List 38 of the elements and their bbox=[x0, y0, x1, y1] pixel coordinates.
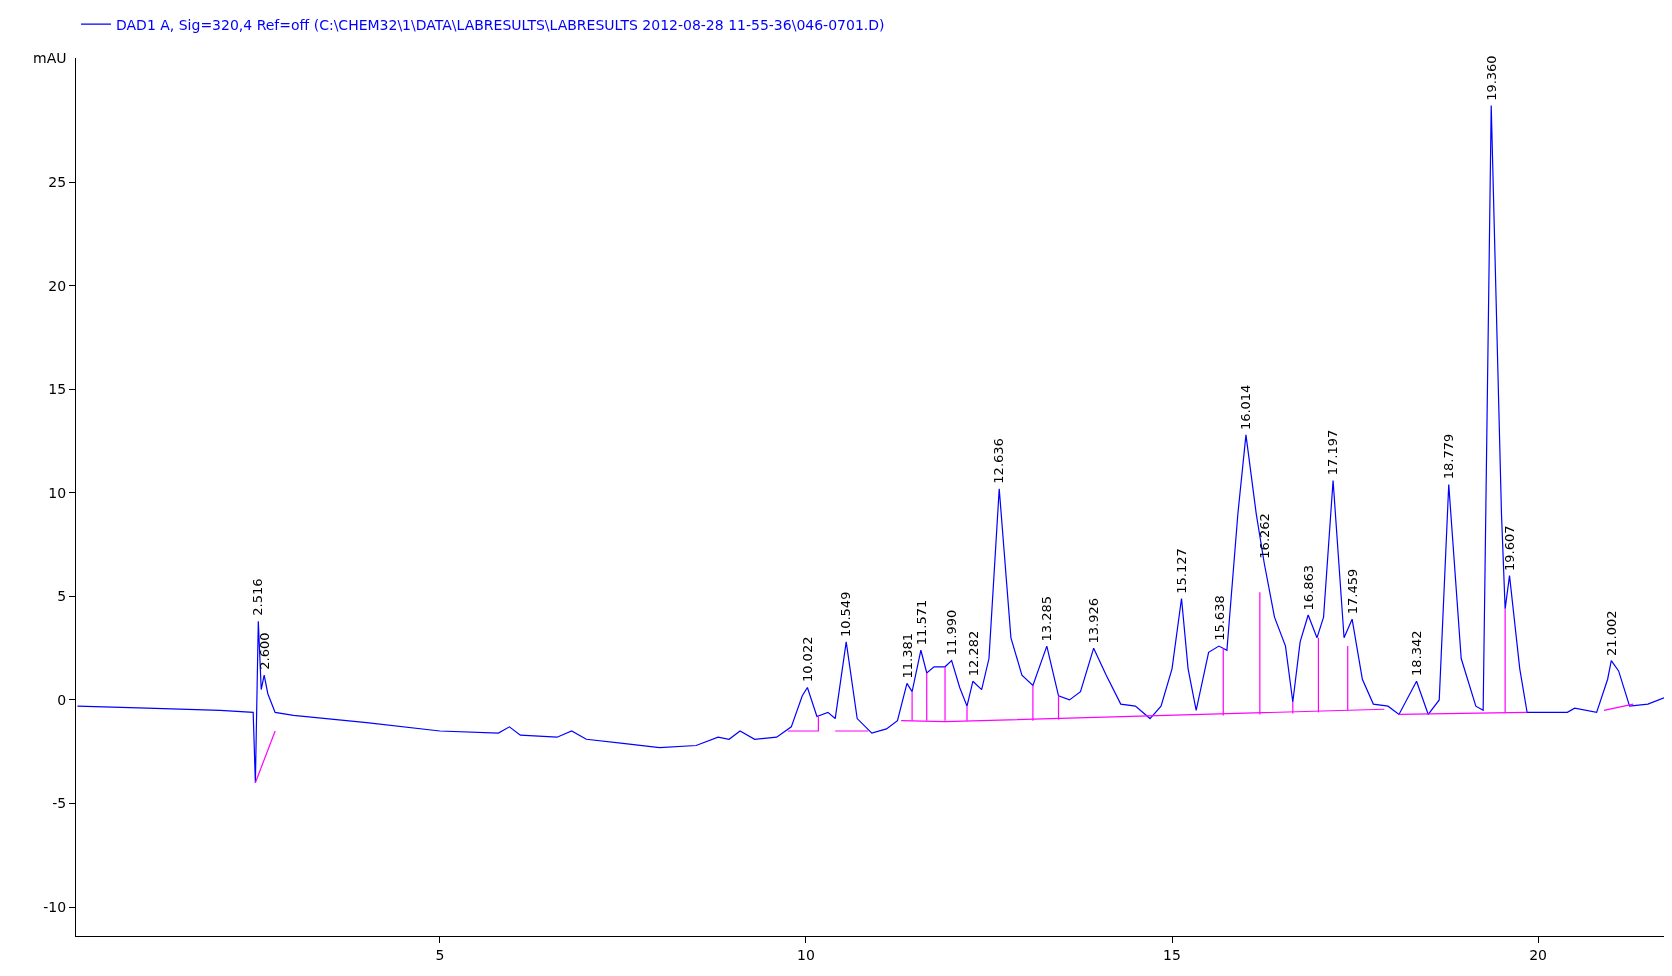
annotation: 11.381 bbox=[899, 632, 915, 679]
annotation: 19.607 bbox=[1501, 525, 1517, 571]
y-tick-label: 15 bbox=[48, 381, 67, 398]
annotation: 13.926 bbox=[1086, 598, 1102, 644]
y-tick-label: 20 bbox=[48, 277, 67, 294]
y-tick-label: -5 bbox=[52, 795, 67, 812]
annotation: 2.600 bbox=[256, 632, 272, 670]
annotation: 2.516 bbox=[250, 578, 266, 616]
annotation: 18.779 bbox=[1441, 433, 1457, 480]
annotation: 10.022 bbox=[800, 636, 816, 683]
annotation: 16.262 bbox=[1257, 513, 1273, 559]
y-tick-label: 10 bbox=[48, 484, 67, 501]
annotation: 13.285 bbox=[1039, 596, 1055, 642]
y-axis-title: mAU bbox=[33, 50, 67, 66]
annotation: 19.360 bbox=[1483, 55, 1499, 101]
annotation: 16.863 bbox=[1301, 564, 1317, 611]
annotation: 21.002 bbox=[1603, 610, 1619, 657]
annotation: 11.990 bbox=[944, 609, 960, 656]
annotation: 10.549 bbox=[838, 591, 854, 638]
annotation: 12.282 bbox=[965, 630, 981, 677]
x-tick-label: 20 bbox=[1529, 946, 1547, 963]
annotation: 12.636 bbox=[991, 438, 1007, 484]
y-tick-label: 0 bbox=[57, 691, 67, 708]
y-tick-label: 5 bbox=[57, 588, 67, 605]
line-series bbox=[76, 105, 1664, 784]
annotation: 17.197 bbox=[1325, 429, 1341, 476]
x-tick-label: 15 bbox=[1163, 946, 1181, 963]
annotation: 16.014 bbox=[1238, 384, 1254, 431]
annotation: 17.459 bbox=[1344, 568, 1360, 615]
annotation: 11.571 bbox=[913, 599, 929, 646]
legend-label: DAD1 A, Sig=320,4 Ref=off (C:\CHEM32\1\DATA\LABRESULTS\LABRESULTS 2012-08-28 11-55-36\046-0701.D) bbox=[116, 16, 885, 33]
x-tick-label: 5 bbox=[435, 946, 445, 963]
x-tick-label: 10 bbox=[797, 946, 815, 963]
y-tick-label: -10 bbox=[43, 898, 67, 915]
annotation: 15.638 bbox=[1211, 595, 1227, 641]
annotation: 18.342 bbox=[1409, 630, 1425, 676]
annotation: 15.127 bbox=[1173, 548, 1189, 594]
y-tick-label: 25 bbox=[48, 174, 67, 191]
